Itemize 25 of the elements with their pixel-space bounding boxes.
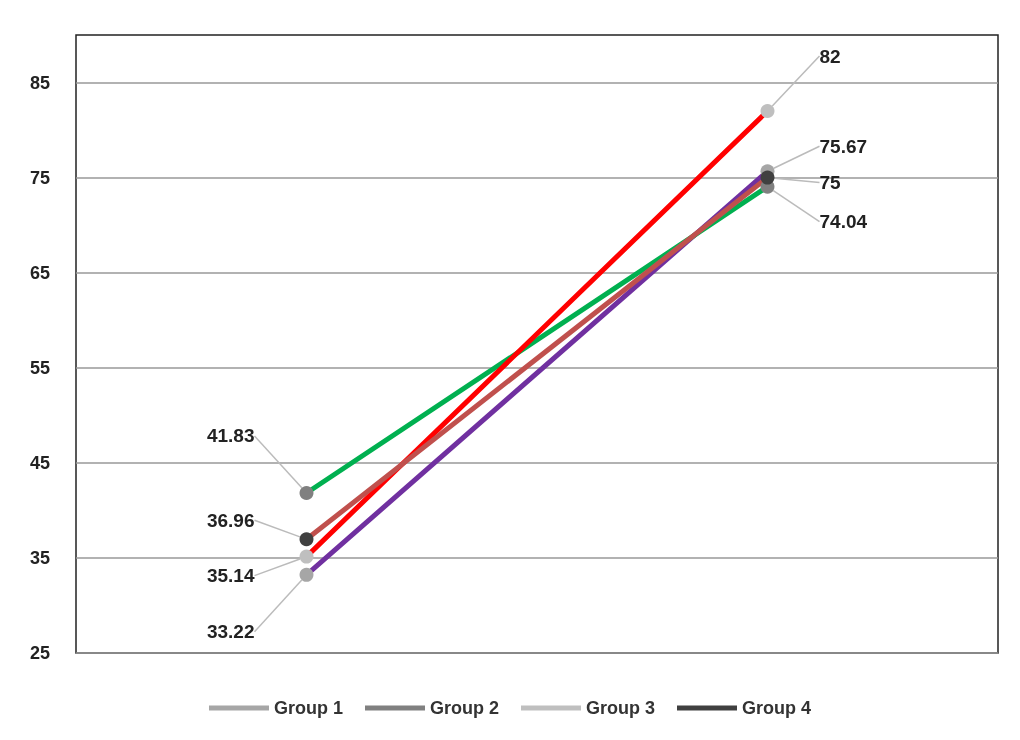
data-label: 82 (819, 45, 841, 67)
legend-label: Group 1 (273, 698, 344, 718)
legend-label: Group 2 (430, 698, 500, 718)
y-tick-label: 35 (29, 547, 50, 568)
y-tick-label: 55 (29, 357, 50, 378)
point (299, 549, 314, 564)
point (299, 567, 314, 582)
data-label: 41.83 (206, 425, 255, 447)
point (299, 532, 314, 547)
point (760, 170, 775, 185)
y-tick-label: 25 (29, 643, 50, 663)
point (760, 104, 775, 119)
data-label: 75.67 (819, 135, 868, 157)
data-label: 36.96 (206, 509, 255, 531)
legend-label: Group 4 (742, 698, 812, 718)
data-label: 75 (819, 172, 842, 194)
data-label: 35.14 (206, 565, 255, 587)
legend-label: Group 3 (586, 698, 656, 718)
point (299, 485, 314, 500)
y-tick-label: 85 (29, 72, 50, 93)
y-tick-label: 75 (29, 167, 50, 188)
y-tick-label: 45 (29, 452, 50, 473)
data-label: 74.04 (819, 211, 868, 233)
y-tick-label: 65 (29, 262, 50, 283)
data-label: 33.22 (206, 621, 255, 643)
